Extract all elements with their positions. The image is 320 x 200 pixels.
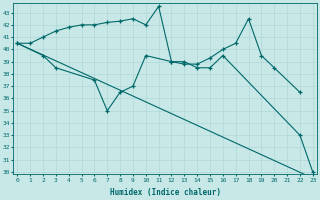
X-axis label: Humidex (Indice chaleur): Humidex (Indice chaleur) [109, 188, 220, 197]
